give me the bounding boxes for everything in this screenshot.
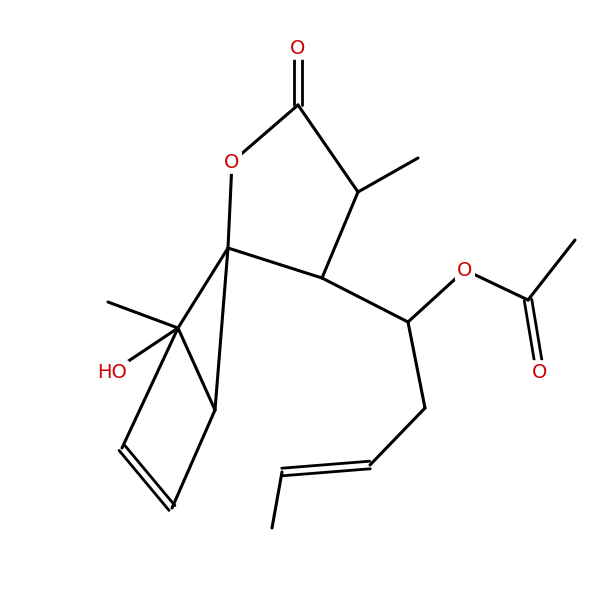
Text: O: O — [290, 38, 305, 58]
Text: HO: HO — [97, 362, 127, 382]
Text: O: O — [224, 152, 239, 172]
Text: O: O — [457, 260, 473, 280]
Text: O: O — [532, 362, 548, 382]
